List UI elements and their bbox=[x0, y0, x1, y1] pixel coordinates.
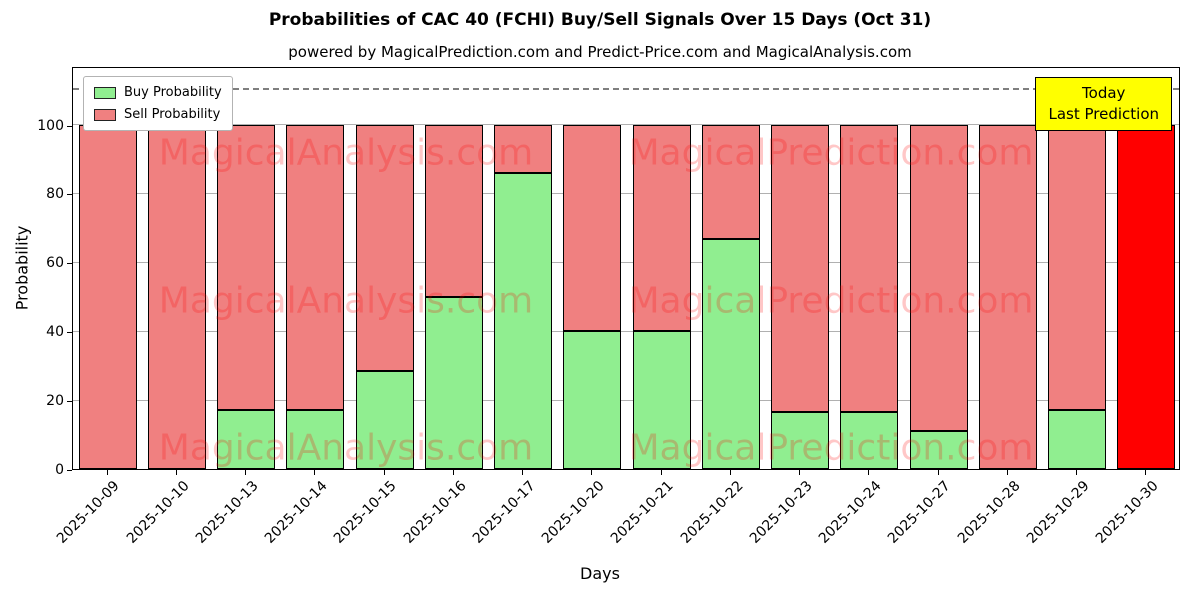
x-tick-label: 2025-10-10 bbox=[123, 478, 193, 547]
bar-sell-2025-10-13 bbox=[217, 124, 276, 411]
x-tick-mark bbox=[591, 470, 593, 475]
bar-sell-2025-10-22 bbox=[701, 124, 760, 240]
x-tick-mark bbox=[175, 470, 177, 475]
x-tick-mark bbox=[106, 470, 108, 475]
bar-sell-2025-10-10 bbox=[147, 124, 206, 469]
bar-sell-2025-10-24 bbox=[840, 124, 899, 413]
gridline bbox=[73, 261, 1179, 263]
bar-sell-2025-10-15 bbox=[355, 124, 414, 371]
sell-probability-swatch bbox=[94, 108, 116, 121]
today-annotation: Today Last Prediction bbox=[1035, 77, 1172, 131]
x-tick-label: 2025-10-24 bbox=[815, 478, 885, 547]
gridline bbox=[73, 124, 1179, 126]
legend-sell-label: Sell Probability bbox=[124, 107, 221, 122]
bar-sell-2025-10-20 bbox=[563, 124, 622, 332]
legend-buy-label: Buy Probability bbox=[124, 85, 222, 100]
bar-sell-2025-10-16 bbox=[424, 124, 483, 297]
bar-buy-2025-10-29 bbox=[1048, 410, 1107, 469]
x-tick-label: 2025-10-20 bbox=[538, 478, 608, 547]
gridline bbox=[73, 399, 1179, 401]
y-tick-mark bbox=[67, 470, 72, 471]
bar-buy-2025-10-23 bbox=[771, 412, 830, 469]
bar-sell-2025-10-27 bbox=[909, 124, 968, 432]
x-axis-label: Days bbox=[580, 564, 620, 583]
legend-item-buy: Buy Probability bbox=[94, 85, 222, 100]
y-tick-label: 40 bbox=[46, 324, 64, 341]
x-tick-mark bbox=[522, 470, 524, 475]
x-tick-label: 2025-10-14 bbox=[261, 478, 331, 547]
bar-buy-2025-10-14 bbox=[286, 410, 345, 469]
x-tick-mark bbox=[729, 470, 731, 475]
x-tick-mark bbox=[868, 470, 870, 475]
bar-buy-2025-10-17 bbox=[494, 172, 553, 469]
bar-buy-2025-10-24 bbox=[840, 412, 899, 469]
threshold-dashed-line bbox=[73, 88, 1179, 91]
chart-subtitle: powered by MagicalPrediction.com and Pre… bbox=[288, 43, 912, 61]
x-tick-mark bbox=[1006, 470, 1008, 475]
x-tick-label: 2025-10-23 bbox=[746, 478, 816, 547]
today-annotation-line1: Today bbox=[1082, 84, 1126, 102]
x-tick-label: 2025-10-13 bbox=[192, 478, 262, 547]
x-tick-mark bbox=[660, 470, 662, 475]
bar-buy-2025-10-13 bbox=[217, 410, 276, 469]
y-tick-label: 80 bbox=[46, 186, 64, 203]
x-tick-mark bbox=[452, 470, 454, 475]
bar-sell-2025-10-14 bbox=[286, 124, 345, 411]
x-tick-label: 2025-10-17 bbox=[469, 478, 539, 547]
bar-buy-2025-10-15 bbox=[355, 370, 414, 469]
bar-sell-2025-10-30 bbox=[1117, 124, 1176, 469]
chart-title: Probabilities of CAC 40 (FCHI) Buy/Sell … bbox=[268, 10, 932, 30]
x-tick-label: 2025-10-28 bbox=[954, 478, 1024, 547]
x-tick-label: 2025-10-30 bbox=[1092, 478, 1162, 547]
x-tick-mark bbox=[1076, 470, 1078, 475]
x-tick-mark bbox=[383, 470, 385, 475]
gridline bbox=[73, 192, 1179, 194]
legend-item-sell: Sell Probability bbox=[94, 107, 222, 122]
x-tick-mark bbox=[937, 470, 939, 475]
x-tick-mark bbox=[799, 470, 801, 475]
bar-sell-2025-10-17 bbox=[494, 124, 553, 173]
x-tick-label: 2025-10-29 bbox=[1023, 478, 1093, 547]
bar-sell-2025-10-09 bbox=[78, 124, 137, 469]
legend: Buy Probability Sell Probability bbox=[83, 76, 233, 131]
plot-area: Buy Probability Sell Probability Magical… bbox=[72, 67, 1180, 470]
x-tick-label: 2025-10-27 bbox=[885, 478, 954, 547]
y-tick-mark bbox=[67, 401, 72, 403]
bar-buy-2025-10-20 bbox=[563, 331, 622, 469]
y-tick-label: 60 bbox=[46, 255, 64, 272]
y-tick-mark bbox=[67, 332, 72, 334]
gridline bbox=[73, 330, 1179, 332]
x-tick-label: 2025-10-21 bbox=[608, 478, 677, 547]
x-tick-mark bbox=[314, 470, 316, 475]
x-tick-mark bbox=[245, 470, 247, 475]
x-tick-label: 2025-10-16 bbox=[400, 478, 470, 547]
x-tick-label: 2025-10-09 bbox=[54, 478, 123, 547]
bar-buy-2025-10-21 bbox=[632, 331, 691, 469]
x-tick-mark bbox=[1145, 470, 1147, 475]
y-tick-label: 100 bbox=[37, 117, 64, 134]
bar-buy-2025-10-22 bbox=[701, 239, 760, 469]
y-tick-mark bbox=[67, 194, 72, 196]
bar-buy-2025-10-16 bbox=[424, 296, 483, 469]
bar-sell-2025-10-29 bbox=[1048, 124, 1107, 411]
bar-sell-2025-10-28 bbox=[978, 124, 1037, 469]
x-tick-label: 2025-10-15 bbox=[331, 478, 400, 547]
y-tick-mark bbox=[67, 263, 72, 265]
bar-sell-2025-10-21 bbox=[632, 124, 691, 332]
x-tick-label: 2025-10-22 bbox=[677, 478, 747, 547]
y-tick-label: 20 bbox=[46, 393, 64, 410]
bar-sell-2025-10-23 bbox=[771, 124, 830, 413]
today-annotation-line2: Last Prediction bbox=[1048, 105, 1159, 123]
bar-buy-2025-10-27 bbox=[909, 431, 968, 469]
y-tick-mark bbox=[67, 125, 72, 127]
y-tick-label: 0 bbox=[55, 462, 64, 478]
buy-probability-swatch bbox=[94, 86, 116, 99]
